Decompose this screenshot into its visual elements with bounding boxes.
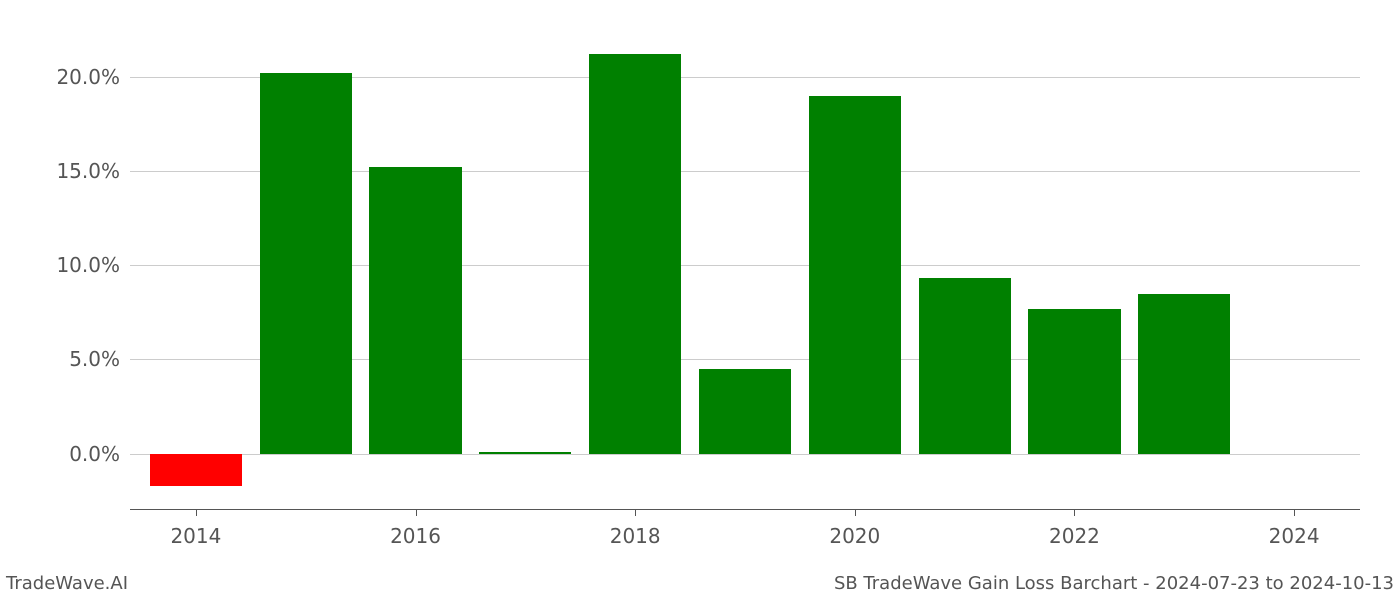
y-tick-label: 15.0% [56, 159, 120, 183]
y-tick-label: 20.0% [56, 65, 120, 89]
x-tick-mark [1294, 510, 1295, 516]
x-tick-mark [855, 510, 856, 516]
bar [919, 278, 1011, 453]
chart-container: 0.0% 5.0% 10.0% 15.0% 20.0% 2014 2016 2018 2020 2… [0, 0, 1400, 600]
footer-left-text: TradeWave.AI [6, 573, 128, 594]
x-tick-mark [635, 510, 636, 516]
x-tick-mark [196, 510, 197, 516]
bottom-spine [130, 509, 1360, 510]
y-tick-label: 0.0% [69, 442, 120, 466]
x-tick-label: 2016 [390, 524, 441, 548]
bar [699, 369, 791, 454]
gridline [130, 454, 1360, 455]
x-tick-label: 2020 [829, 524, 880, 548]
bar [809, 96, 901, 454]
bar [589, 54, 681, 453]
x-tick-mark [1074, 510, 1075, 516]
x-tick-label: 2024 [1269, 524, 1320, 548]
bar [479, 452, 571, 454]
bar [260, 73, 352, 453]
bar [369, 167, 461, 453]
x-tick-mark [416, 510, 417, 516]
plot-area: 0.0%5.0%10.0%15.0%20.0%20142016201820202… [130, 30, 1360, 510]
x-tick-label: 2014 [170, 524, 221, 548]
bar [1028, 309, 1120, 454]
x-tick-label: 2018 [610, 524, 661, 548]
bar [150, 454, 242, 486]
footer-right-text: SB TradeWave Gain Loss Barchart - 2024-0… [834, 573, 1394, 594]
x-tick-label: 2022 [1049, 524, 1100, 548]
y-tick-label: 10.0% [56, 253, 120, 277]
y-tick-label: 5.0% [69, 347, 120, 371]
bar [1138, 294, 1230, 454]
